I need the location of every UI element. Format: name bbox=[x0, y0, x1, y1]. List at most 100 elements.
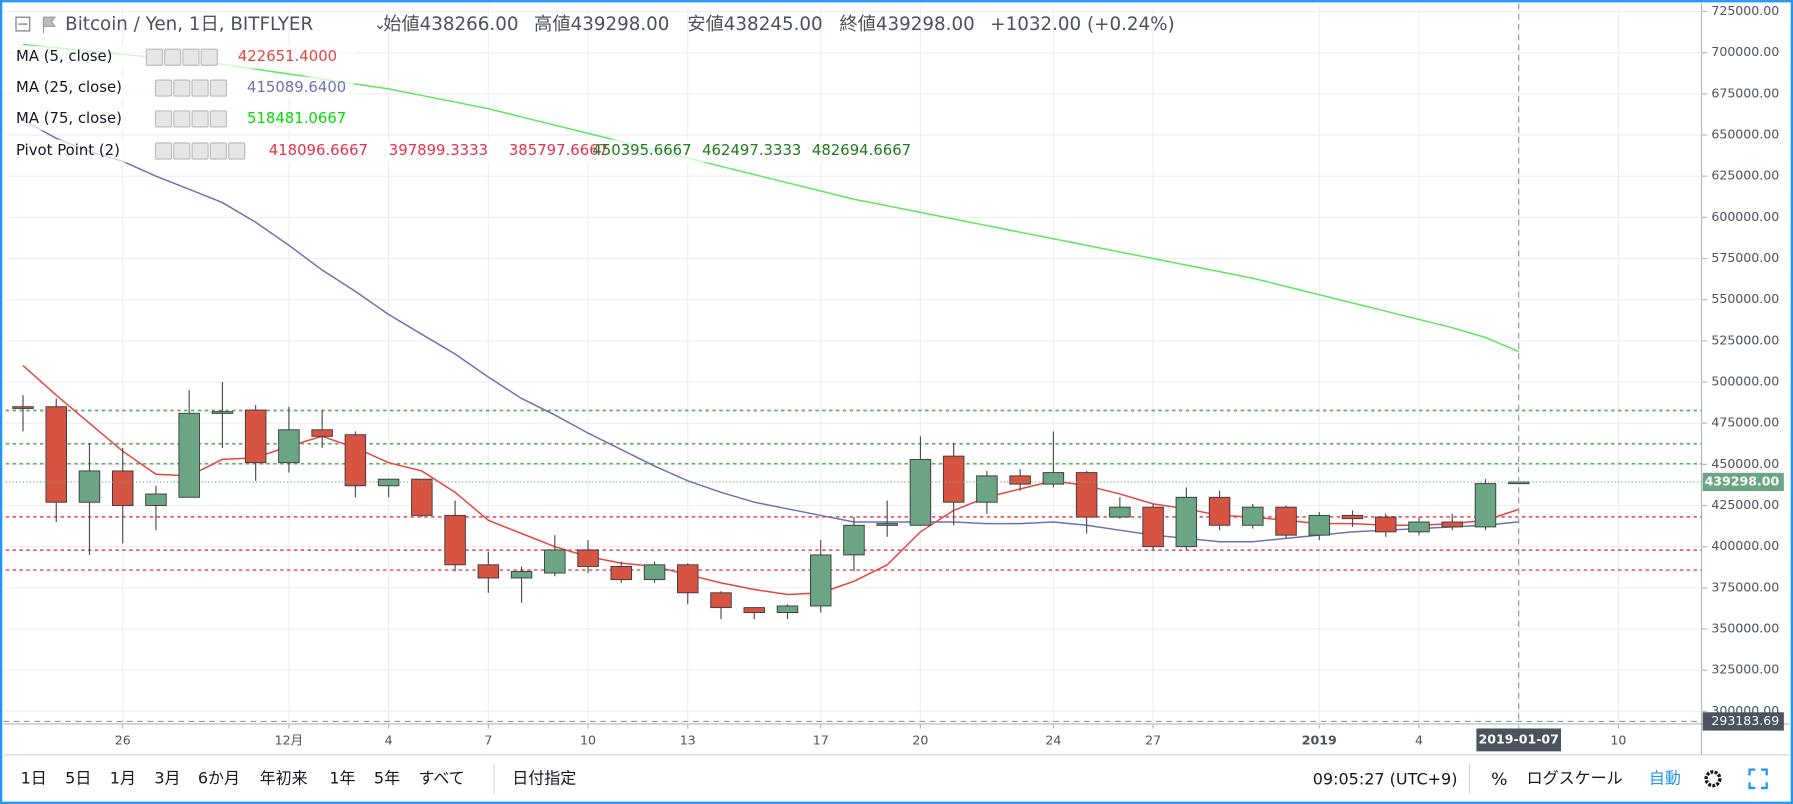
range-button[interactable]: 1日 bbox=[21, 768, 47, 787]
legend-value: 518481.0667 bbox=[247, 109, 346, 127]
y-tick-label: 525000.00 bbox=[1711, 332, 1779, 347]
ohlc-value: 438266.00 bbox=[420, 14, 519, 35]
candle-body bbox=[1009, 475, 1031, 485]
y-tick-label: 350000.00 bbox=[1711, 621, 1779, 636]
legend-button[interactable] bbox=[173, 79, 191, 97]
fullscreen-button[interactable] bbox=[1748, 768, 1768, 790]
legend-button[interactable] bbox=[173, 110, 191, 128]
legend-button[interactable] bbox=[191, 79, 209, 97]
legend-button[interactable] bbox=[145, 48, 163, 66]
change: +1032.00 (+0.24%) bbox=[990, 14, 1174, 35]
flag-icon[interactable] bbox=[42, 16, 57, 34]
y-tick-label: 475000.00 bbox=[1711, 415, 1779, 430]
legend-button[interactable] bbox=[154, 142, 173, 160]
y-tick-label: 675000.00 bbox=[1711, 85, 1779, 100]
settings-button[interactable] bbox=[1704, 770, 1722, 788]
candle-body bbox=[178, 412, 200, 498]
percent-button[interactable]: % bbox=[1491, 770, 1507, 790]
candle-body bbox=[577, 549, 599, 567]
auto-button[interactable]: 自動 bbox=[1649, 768, 1681, 787]
symbol[interactable]: Bitcoin / Yen, 1日, BITFLYER bbox=[65, 14, 313, 35]
candle-body bbox=[1375, 516, 1397, 533]
dropdown: ⌄ bbox=[374, 15, 386, 33]
log-button[interactable]: ログスケール bbox=[1527, 768, 1623, 787]
candle-body bbox=[876, 523, 898, 526]
candle-body bbox=[1109, 506, 1131, 518]
x-tick-label: 4 bbox=[1415, 733, 1423, 748]
crosshair-x-label: 2019-01-07 bbox=[1479, 731, 1559, 746]
y-tick-label: 325000.00 bbox=[1711, 662, 1779, 677]
ohlc-value: 438245.00 bbox=[724, 14, 823, 35]
legend-button[interactable] bbox=[154, 110, 173, 128]
legend-button[interactable] bbox=[191, 142, 209, 160]
x-tick-label: 26 bbox=[115, 733, 131, 748]
clock: 09:05:27 (UTC+9) bbox=[1313, 769, 1458, 788]
candle-body bbox=[677, 564, 699, 594]
range-button[interactable]: 6か月 bbox=[198, 768, 240, 787]
legend-button[interactable] bbox=[209, 79, 227, 97]
candle-body bbox=[411, 478, 433, 516]
date-range-button[interactable]: 日付指定 bbox=[512, 768, 576, 787]
plot-area bbox=[5, 5, 1702, 724]
ohlc-value: 439298.00 bbox=[876, 14, 975, 35]
candle-body bbox=[45, 406, 67, 503]
ohlc-item: 安値438245.00 bbox=[687, 14, 822, 35]
range-button[interactable]: すべて bbox=[419, 768, 465, 787]
candle-body bbox=[12, 406, 34, 409]
legend-value: 482694.6667 bbox=[812, 141, 911, 159]
ma-line bbox=[22, 43, 1519, 353]
candle-body bbox=[311, 429, 333, 437]
x-tick-label: 10 bbox=[580, 733, 596, 748]
legend-button[interactable] bbox=[154, 79, 173, 97]
legend-button[interactable] bbox=[209, 142, 227, 160]
candle-body bbox=[743, 607, 765, 614]
candle-body bbox=[510, 570, 533, 579]
x-tick-label: 20 bbox=[912, 733, 928, 748]
ohlc-item: 高値439298.00 bbox=[534, 14, 669, 35]
ohlc-item: 終値439298.00 bbox=[839, 14, 974, 35]
range-button[interactable]: 年初来 bbox=[260, 768, 308, 787]
legend-button[interactable] bbox=[209, 110, 227, 128]
legend-name[interactable]: MA (25, close) bbox=[16, 78, 122, 96]
x-tick-label: 13 bbox=[680, 733, 696, 748]
legend-value: 385797.6667 bbox=[509, 141, 608, 159]
legend-value: 418096.6667 bbox=[269, 141, 368, 159]
range-button[interactable]: 5日 bbox=[65, 768, 91, 787]
legend-button[interactable] bbox=[164, 48, 182, 66]
y-tick-label: 425000.00 bbox=[1711, 497, 1779, 512]
range-button[interactable]: 1月 bbox=[110, 768, 136, 787]
legend-name[interactable]: MA (75, close) bbox=[16, 109, 122, 127]
legend-name[interactable]: MA (5, close) bbox=[16, 47, 112, 65]
x-tick-label: 17 bbox=[813, 733, 829, 748]
crosshair-x-box bbox=[1476, 728, 1562, 752]
legend-name[interactable]: Pivot Point (2) bbox=[16, 141, 120, 159]
candle-body bbox=[809, 554, 832, 607]
candle-body bbox=[843, 524, 865, 556]
x-tick-label: 2019 bbox=[1302, 733, 1337, 748]
y-tick-label: 550000.00 bbox=[1711, 291, 1779, 306]
legend-button[interactable] bbox=[200, 48, 218, 66]
candle-body bbox=[1175, 496, 1198, 548]
candle-body bbox=[610, 565, 633, 581]
range-button[interactable]: 5年 bbox=[374, 768, 400, 787]
y-tick-label: 575000.00 bbox=[1711, 250, 1779, 265]
range-button[interactable]: 3月 bbox=[154, 768, 180, 787]
candle-body bbox=[244, 409, 267, 464]
x-tick-label: 10 bbox=[1610, 733, 1626, 748]
x-tick-label: 4 bbox=[385, 733, 393, 748]
y-tick-label: 625000.00 bbox=[1711, 168, 1779, 183]
y-tick-label: 500000.00 bbox=[1711, 374, 1779, 389]
legend-button[interactable] bbox=[191, 110, 209, 128]
candle-body bbox=[776, 605, 799, 614]
legend-button[interactable] bbox=[173, 142, 191, 160]
candle-body bbox=[444, 514, 466, 566]
candle-body bbox=[544, 549, 566, 574]
range-button[interactable]: 1年 bbox=[329, 768, 355, 787]
y-tick-label: 450000.00 bbox=[1711, 456, 1779, 471]
legend-button[interactable] bbox=[182, 48, 200, 66]
legend-button[interactable] bbox=[228, 142, 246, 160]
collapse-icon[interactable] bbox=[15, 16, 31, 32]
y-tick-label: 725000.00 bbox=[1711, 3, 1779, 18]
ohlc-label: 安値 bbox=[687, 14, 724, 35]
